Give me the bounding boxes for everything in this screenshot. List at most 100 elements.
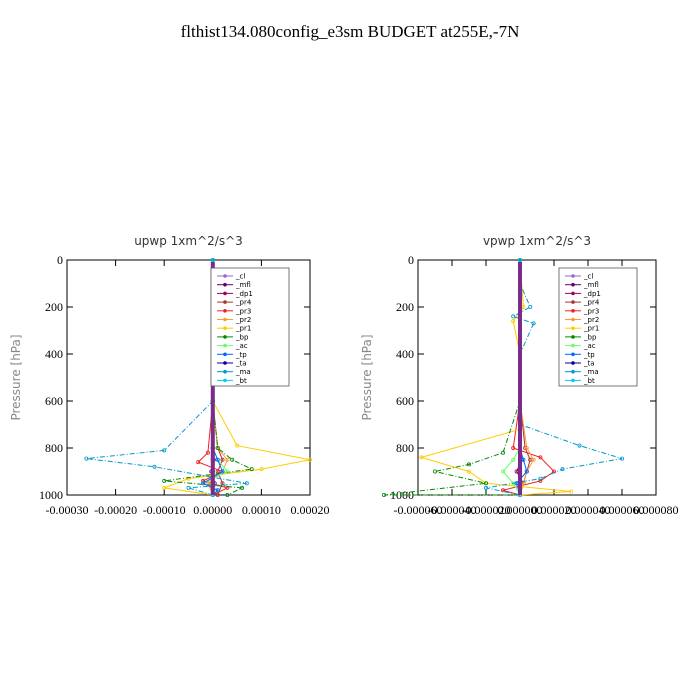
legend-label: _pr1 [235, 325, 251, 333]
legend-label: _pr4 [235, 299, 252, 307]
y-tick-label: 1000 [390, 488, 414, 502]
data-point [215, 457, 220, 462]
legend-label: _mfl [583, 281, 599, 289]
data-point [511, 319, 516, 324]
legend-label: _tp [235, 351, 247, 359]
legend-marker [571, 369, 575, 374]
legend-marker [571, 300, 575, 304]
legend-label: _bt [235, 377, 247, 385]
data-point [538, 476, 543, 481]
legend-marker [223, 343, 227, 348]
panel-2: vpwp 1xm^2/s^3 Pressure [hPa] 0 200 400 600 80… [360, 234, 679, 517]
data-point [244, 481, 249, 486]
plot-frame [66, 259, 311, 496]
legend-marker [223, 326, 227, 331]
data-point [215, 445, 220, 450]
data-point [500, 450, 505, 455]
data-point [152, 464, 157, 469]
legend-marker [223, 369, 227, 374]
data-point [560, 467, 565, 472]
legend-marker [223, 317, 227, 322]
legend-marker [223, 335, 227, 339]
x-tick-label: -0.000020 [462, 503, 511, 517]
data-point [220, 457, 225, 462]
legend-marker [223, 282, 227, 287]
y-tick-label: 0 [408, 253, 414, 267]
legend-label: _tp [583, 351, 595, 359]
plot-frame [417, 259, 657, 496]
legend-label: _ac [583, 342, 596, 350]
data-point [538, 478, 543, 483]
legend-label: _dp1 [235, 290, 253, 298]
y-tick-label: 200 [45, 300, 63, 314]
x-tick-label: 0.00010 [242, 503, 281, 517]
data-point [215, 488, 220, 493]
y-tick-label: 400 [396, 347, 414, 361]
y-tick-label: 800 [396, 441, 414, 455]
legend-label: _cl [235, 273, 245, 281]
x-tick-label: -0.000040 [428, 503, 477, 517]
x-tick-label: 0.00000 [193, 503, 232, 517]
data-point [215, 492, 220, 497]
legend-marker [571, 282, 575, 287]
legend-marker [571, 352, 575, 357]
data-point [483, 481, 488, 486]
data-point [466, 469, 471, 474]
legend-marker [223, 361, 227, 365]
data-point [259, 467, 264, 472]
series-line-pr1 [419, 259, 572, 496]
legend-marker [223, 352, 227, 357]
legend-label: _pr3 [583, 307, 599, 315]
x-tick-label: 0.000040 [566, 503, 611, 517]
data-point [249, 467, 254, 472]
data-point [201, 478, 206, 483]
data-point [528, 304, 533, 309]
legend-label: _pr3 [235, 307, 251, 315]
legend-label: _pr1 [583, 325, 599, 333]
data-point [220, 481, 225, 486]
legend-marker [571, 291, 575, 296]
data-point [620, 456, 625, 461]
panel-title: upwp 1xm^2/s^3 [134, 234, 243, 248]
legend: _cl_mfl_dp1_pr4_pr3_pr2_pr1_bp_ac_tp_ta_… [210, 267, 290, 387]
data-point [84, 456, 89, 461]
y-axis-label: Pressure [hPa] [360, 334, 374, 420]
data-point [577, 443, 582, 448]
data-point [225, 469, 230, 474]
data-point [381, 492, 386, 497]
legend-marker [571, 361, 575, 365]
data-point [210, 257, 215, 262]
data-point [186, 485, 191, 490]
x-tick-label: -0.00020 [94, 503, 137, 517]
data-point [205, 450, 210, 455]
legend-label: _ma [235, 368, 251, 376]
x-tick-label: 0.000060 [600, 503, 645, 517]
legend-label: _cl [583, 273, 593, 281]
data-point [518, 257, 523, 262]
panel-title: vpwp 1xm^2/s^3 [483, 234, 591, 248]
y-tick-label: 400 [45, 347, 63, 361]
data-point [531, 321, 536, 326]
legend-label: _pr2 [235, 316, 251, 324]
y-tick-label: 0 [57, 253, 63, 267]
legend-marker [571, 378, 575, 383]
legend-label: _ta [583, 360, 595, 368]
data-point [500, 488, 505, 493]
data-point [531, 457, 536, 462]
x-tick-label: 0.00020 [291, 503, 330, 517]
data-point [500, 469, 505, 474]
legend-marker [223, 309, 227, 313]
data-point [419, 455, 424, 460]
legend-marker [571, 274, 575, 278]
y-tick-label: 600 [396, 394, 414, 408]
y-tick-label: 600 [45, 394, 63, 408]
data-point [524, 469, 529, 474]
data-point [235, 443, 240, 448]
legend-marker [571, 343, 575, 348]
data-point [511, 314, 516, 319]
legend-label: _dp1 [583, 290, 601, 298]
x-tick-label: 0.000000 [498, 503, 543, 517]
data-point [538, 455, 543, 460]
data-point [524, 445, 529, 450]
